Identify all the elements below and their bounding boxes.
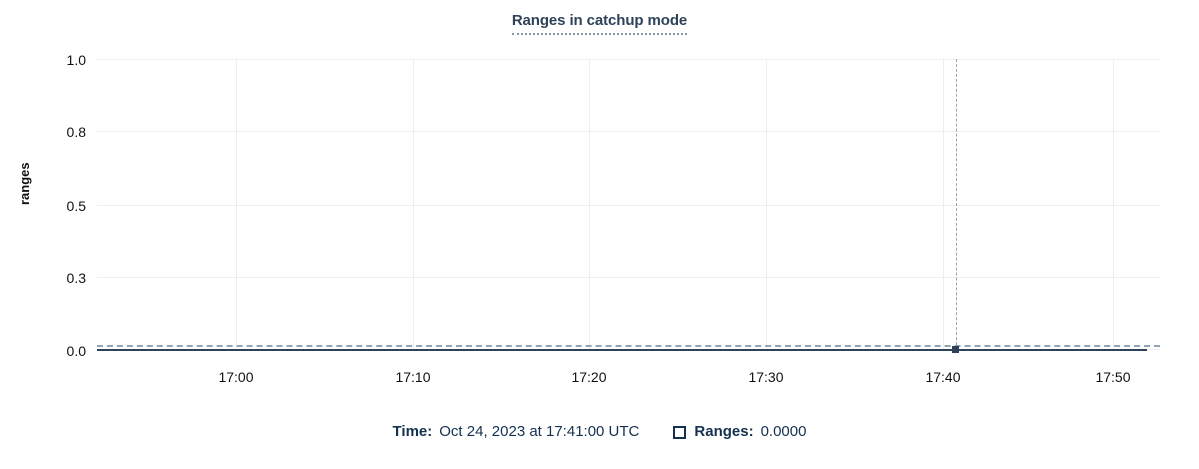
chart-title-text: Ranges in catchup mode bbox=[511, 12, 687, 35]
y-axis-title: ranges bbox=[17, 162, 32, 205]
gridline-vertical-6 bbox=[1113, 59, 1114, 350]
x-tick-label-5: 17:40 bbox=[925, 369, 961, 385]
x-tick-label-4: 17:30 bbox=[748, 369, 784, 385]
gridline-vertical-4 bbox=[766, 59, 767, 350]
gridline-vertical-1 bbox=[236, 59, 237, 350]
chart-title: Ranges in catchup mode bbox=[0, 12, 1199, 35]
plot-area[interactable] bbox=[97, 59, 1160, 353]
tooltip-footer: Time: Oct 24, 2023 at 17:41:00 UTC Range… bbox=[0, 422, 1199, 442]
crosshair-vertical-line bbox=[956, 59, 957, 350]
legend-label-ranges: Ranges: bbox=[694, 423, 754, 440]
gridline-horizontal-2 bbox=[97, 131, 1160, 132]
y-tick-label-3: 0.5 bbox=[66, 198, 86, 214]
gridline-horizontal-1 bbox=[97, 59, 1160, 60]
gridline-vertical-3 bbox=[589, 59, 590, 350]
y-tick-label-4: 0.3 bbox=[66, 270, 86, 286]
tooltip-time: Time: Oct 24, 2023 at 17:41:00 UTC bbox=[393, 422, 640, 442]
series-line-ranges bbox=[97, 349, 1147, 351]
gridline-vertical-5 bbox=[943, 59, 944, 350]
crosshair-horizontal-line bbox=[97, 345, 1160, 347]
legend-value-ranges: 0.0000 bbox=[760, 423, 807, 440]
x-tick-label-1: 17:00 bbox=[218, 369, 254, 385]
gridline-horizontal-4 bbox=[97, 277, 1160, 278]
legend-item-ranges[interactable]: Ranges: 0.0000 bbox=[673, 422, 806, 442]
y-tick-label-1: 1.0 bbox=[66, 52, 86, 68]
legend-swatch-icon bbox=[673, 425, 687, 439]
gridline-vertical-2 bbox=[413, 59, 414, 350]
tooltip-time-label: Time: bbox=[392, 423, 433, 440]
x-tick-label-6: 17:50 bbox=[1095, 369, 1131, 385]
y-tick-label-2: 0.8 bbox=[66, 124, 86, 140]
y-tick-label-5: 0.0 bbox=[66, 343, 86, 359]
data-point-marker[interactable] bbox=[952, 346, 959, 353]
x-tick-label-3: 17:20 bbox=[571, 369, 607, 385]
x-tick-label-2: 17:10 bbox=[395, 369, 431, 385]
tooltip-time-value: Oct 24, 2023 at 17:41:00 UTC bbox=[439, 423, 640, 440]
gridline-horizontal-3 bbox=[97, 205, 1160, 206]
